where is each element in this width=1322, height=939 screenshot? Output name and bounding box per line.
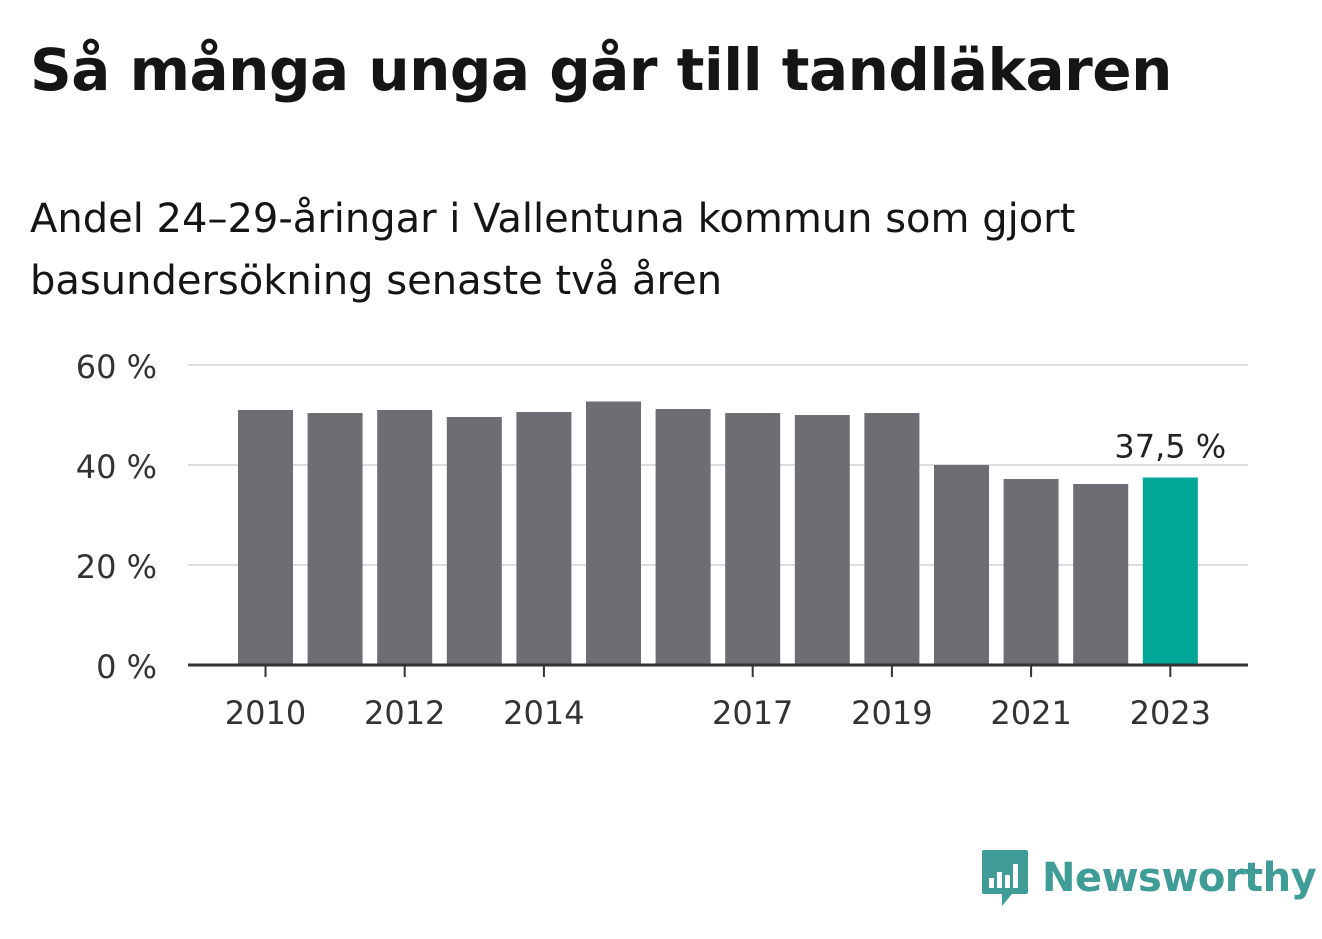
x-tick-label: 2010 [225,694,306,732]
x-tick-label: 2017 [712,694,793,732]
brand-name: Newsworthy [1042,855,1317,901]
newsworthy-logo: Newsworthy [980,848,1317,908]
y-tick-label: 0 % [96,648,157,686]
newsworthy-logo-icon [982,850,1028,906]
bar [934,465,989,665]
bar [1003,479,1059,665]
bar [655,409,711,665]
y-tick-label: 20 % [76,548,157,586]
bar [238,410,293,665]
bar [794,415,850,665]
x-tick-label: 2021 [990,694,1071,732]
bar [446,417,502,665]
y-tick-label: 40 % [76,448,157,486]
bar [516,412,572,665]
highlight-bar [1142,477,1198,665]
bar [1073,484,1129,665]
bar [864,413,920,665]
chart-subtitle: Andel 24–29-åringar i Vallentuna kommun … [30,196,1076,304]
bar-chart: 0 % 20 % 40 % 60 % 2010 2012 2014 2017 2019 2021 2… [76,348,1248,732]
y-tick-label: 60 % [76,348,157,386]
bar [586,401,641,665]
x-tick-label: 2012 [364,694,445,732]
x-tick-label: 2014 [503,694,584,732]
x-tick-label: 2019 [851,694,932,732]
bar [307,413,363,665]
x-tick-label: 2023 [1130,694,1211,732]
highlight-data-label: 37,5 % [1114,428,1226,466]
chart-title: Så många unga går till tandläkaren [30,36,1172,104]
bar [377,410,433,665]
bar [725,413,781,665]
